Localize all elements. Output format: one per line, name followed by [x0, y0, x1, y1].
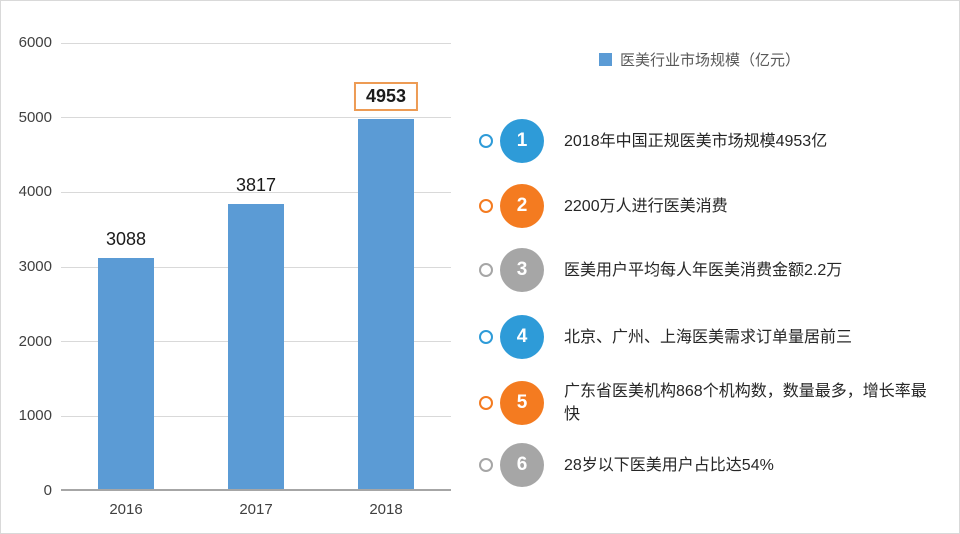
bar-value-label: 3817 [235, 175, 277, 195]
legend-label: 医美行业市场规模（亿元） [620, 52, 801, 69]
x-axis-tick-label: 2016 [109, 501, 143, 518]
bar-value-label: 3088 [105, 229, 147, 250]
fact-number-badge: 6 [500, 443, 544, 487]
y-axis-tick-label: 2000 [18, 332, 52, 350]
fact-item-2: 2 2200万人进行医美消费 [479, 184, 728, 228]
timeline-ring-icon [479, 330, 493, 344]
y-axis-tick-label: 3000 [18, 258, 52, 275]
y-axis-tick-label: 6000 [18, 34, 52, 51]
fact-text: 28岁以下医美用户占比达54% [564, 456, 774, 474]
timeline-ring-icon [479, 458, 493, 472]
fact-item-1: 1 2018年中国正规医美市场规模4953亿 [479, 119, 827, 163]
bar-value-label: 4953 [353, 82, 419, 112]
fact-text: 2200万人进行医美消费 [564, 197, 728, 215]
bar-2018 [358, 119, 414, 489]
bar-2016 [98, 258, 154, 489]
bar-chart-plot-area: 0 1000 2000 3000 4000 5000 6000 3088 2016 3817 201… [19, 34, 451, 518]
gridline [61, 42, 451, 44]
gridline [61, 117, 451, 119]
x-axis-tick-label: 2017 [239, 501, 273, 518]
y-axis-tick-label: 5000 [18, 108, 52, 126]
fact-item-3: 3 医美用户平均每人年医美消费金额2.2万 [479, 248, 842, 292]
gridline [61, 191, 451, 193]
fact-item-4: 4 北京、广州、上海医美需求订单量居前三 [479, 315, 852, 359]
fact-item-5: 5 广东省医美机构868个机构数，数量最多，增长率最快 [479, 380, 936, 426]
fact-text: 2018年中国正规医美市场规模4953亿 [564, 132, 828, 150]
fact-number-badge: 4 [500, 315, 544, 359]
fact-text: 医美用户平均每人年医美消费金额2.2万 [564, 261, 843, 279]
fact-number-badge: 2 [500, 184, 544, 228]
fact-text: 广东省医美机构868个机构数，数量最多，增长率最快 [564, 383, 927, 423]
fact-number-badge: 3 [500, 248, 544, 292]
fact-number-badge: 1 [500, 119, 544, 163]
timeline-ring-icon [479, 396, 493, 410]
fact-item-6: 6 28岁以下医美用户占比达54% [479, 443, 774, 487]
fact-text: 北京、广州、上海医美需求订单量居前三 [564, 328, 853, 346]
timeline-ring-icon [479, 263, 493, 277]
x-axis-tick-label: 2018 [369, 501, 403, 518]
y-axis-tick-label: 1000 [18, 407, 52, 425]
timeline-ring-icon [479, 134, 493, 148]
legend-swatch-icon [599, 53, 612, 66]
bar-2017 [228, 204, 284, 489]
timeline-ring-icon [479, 199, 493, 213]
y-axis-tick-label: 4000 [18, 183, 52, 201]
chart-legend: 医美行业市场规模（亿元） [599, 49, 800, 70]
fact-number-badge: 5 [500, 381, 544, 425]
facts-list: 1 2018年中国正规医美市场规模4953亿 2 2200万人进行医美消费 3 医美用户平… [471, 1, 959, 533]
y-axis-tick-label: 0 [43, 482, 52, 499]
